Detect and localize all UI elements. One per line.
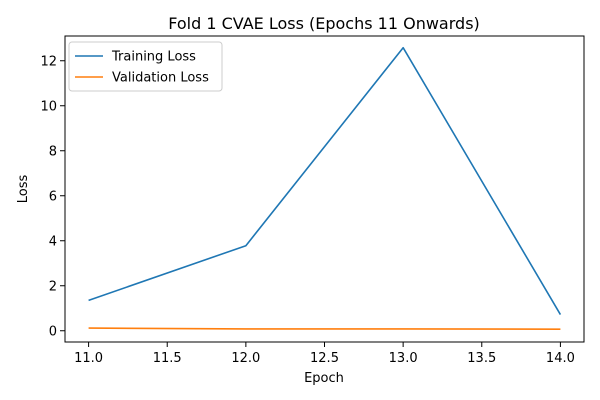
x-tick-label: 14.0 bbox=[546, 351, 575, 366]
legend-label-training-loss: Training Loss bbox=[111, 50, 196, 65]
x-tick-label: 11.5 bbox=[153, 351, 182, 366]
y-tick-label: 4 bbox=[49, 234, 57, 249]
y-tick-label: 10 bbox=[40, 99, 57, 114]
series-lines bbox=[88, 46, 562, 330]
x-tick-label: 12.5 bbox=[310, 351, 339, 366]
x-tick-label: 12.0 bbox=[231, 351, 260, 366]
legend-box bbox=[68, 41, 223, 92]
y-tick-label: 6 bbox=[49, 189, 57, 204]
x-tick-label: 13.0 bbox=[389, 351, 418, 366]
series-line-training-loss bbox=[88, 46, 562, 315]
y-tick-label: 0 bbox=[49, 324, 57, 339]
x-axis-title: Epoch bbox=[304, 371, 344, 386]
x-tick-label: 11.0 bbox=[74, 351, 103, 366]
legend-label-validation-loss: Validation Loss bbox=[112, 71, 209, 86]
x-tick-label: 13.5 bbox=[467, 351, 496, 366]
y-axis-title: Loss bbox=[16, 175, 31, 204]
y-tick-label: 12 bbox=[40, 54, 57, 69]
y-axis: 0 2 4 6 8 10 12 bbox=[40, 54, 65, 339]
series-line-validation-loss bbox=[88, 327, 561, 330]
legend: Training Loss Validation Loss bbox=[68, 41, 223, 92]
y-tick-label: 2 bbox=[49, 279, 57, 294]
x-axis: 11.0 11.5 12.0 12.5 13.0 13.5 14.0 bbox=[74, 342, 575, 366]
y-tick-label: 8 bbox=[49, 144, 57, 159]
chart-title: Fold 1 CVAE Loss (Epochs 11 Onwards) bbox=[168, 14, 480, 33]
